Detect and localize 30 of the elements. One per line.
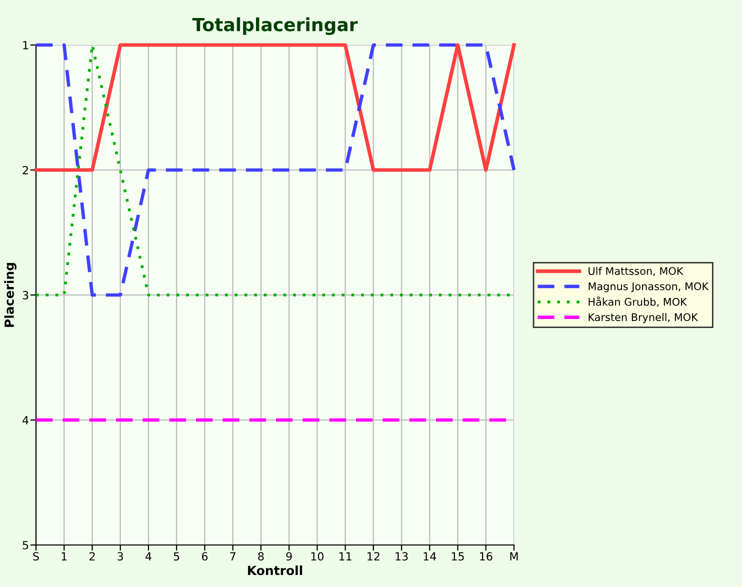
y-tick-label: 5 — [22, 541, 28, 550]
x-tick-label: 13 — [396, 552, 408, 561]
x-tick-label: 10 — [311, 552, 324, 561]
x-axis-title: Kontroll — [248, 565, 302, 576]
y-tick-label: 4 — [22, 416, 28, 424]
x-tick-label: 7 — [230, 552, 236, 560]
x-tick-label: M — [510, 552, 518, 560]
x-tick-label: 6 — [202, 552, 208, 561]
x-tick-label: 3 — [118, 552, 123, 561]
y-tick-label: 1 — [23, 41, 28, 50]
x-tick-label: 16 — [480, 552, 492, 561]
chart-title: Totalplaceringar — [192, 17, 358, 36]
x-tick-label: 4 — [145, 552, 152, 560]
x-tick-label: 9 — [286, 552, 292, 561]
x-tick-label: 14 — [424, 552, 436, 560]
legend-label: Karsten Brynell, MOK — [588, 313, 698, 324]
y-tick-label: 3 — [22, 290, 28, 300]
x-tick-label: 11 — [339, 552, 352, 560]
x-tick-label: S — [33, 552, 39, 561]
legend-label: Ulf Mattsson, MOK — [588, 266, 684, 276]
y-axis-title: Placering — [4, 263, 16, 327]
x-tick-label: 1 — [62, 552, 67, 560]
x-tick-label: 8 — [258, 552, 264, 561]
x-tick-label: 15 — [452, 552, 464, 561]
x-tick-label: 2 — [90, 552, 95, 560]
x-tick-label: 5 — [174, 552, 180, 561]
legend-label: Håkan Grubb, MOK — [588, 296, 688, 307]
x-tick-label: 12 — [368, 552, 380, 560]
y-tick-label: 2 — [22, 166, 28, 174]
legend-label: Magnus Jonasson, MOK — [588, 282, 709, 292]
